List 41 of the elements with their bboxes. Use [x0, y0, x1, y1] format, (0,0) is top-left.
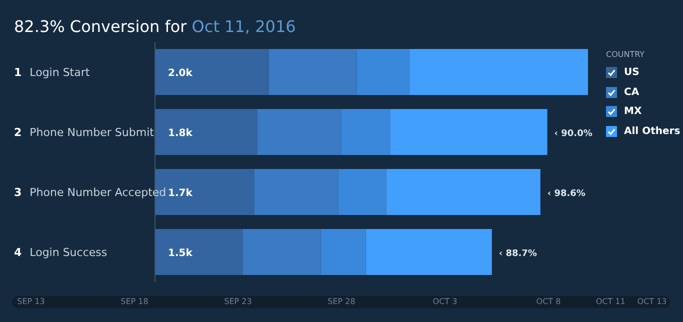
legend-label: CA	[624, 86, 640, 98]
annotation: ‹ 88.7%	[498, 249, 537, 259]
annotation: ‹ 98.6%	[547, 189, 586, 199]
legend-title: COUNTRY	[606, 50, 646, 59]
x2-tick-label: OCT 13	[637, 297, 667, 306]
chart-title: 82.3% Conversion for	[14, 17, 187, 36]
y-tick-label: 3 Phone Number Accepted	[14, 186, 166, 199]
x2-tick-label: SEP 28	[326, 297, 356, 306]
legend-label: MX	[624, 106, 642, 118]
chart-subtitle: Oct 11, 2016	[190, 17, 296, 36]
legend-label: All Others	[624, 126, 680, 137]
bar	[155, 49, 269, 95]
x2-tick-label: OCT 8	[535, 297, 562, 306]
annotation: 1.7k	[168, 188, 193, 199]
bar	[386, 169, 540, 215]
bar	[356, 49, 410, 95]
bar	[254, 169, 338, 215]
bar	[341, 109, 390, 155]
annotation: 1.5k	[168, 248, 193, 259]
x2-tick-label: SEP 23	[223, 297, 253, 306]
y-tick-label: 4 Login Success	[14, 246, 108, 259]
x2-tick-label: SEP 18	[120, 297, 150, 306]
x2-tick-label: OCT 3	[432, 297, 458, 306]
bar	[268, 49, 357, 95]
x2-tick-label: OCT 11	[596, 297, 626, 306]
bar	[155, 229, 243, 275]
y-tick-label: 1 Login Start	[14, 66, 90, 79]
bar	[338, 169, 386, 215]
annotation: 1.8k	[168, 128, 193, 139]
bar	[390, 109, 548, 155]
x2-tick-label: SEP 13	[16, 297, 46, 306]
bar	[366, 229, 492, 275]
annotation: ‹ 90.0%	[554, 129, 592, 139]
bar	[155, 109, 258, 155]
legend-label: US	[624, 67, 640, 78]
annotation: 2.0k	[168, 68, 193, 79]
bar	[320, 229, 366, 275]
y-tick-label: 2 Phone Number Submit	[14, 126, 155, 139]
bar	[410, 49, 588, 95]
bar	[257, 109, 342, 155]
bar	[242, 229, 321, 275]
